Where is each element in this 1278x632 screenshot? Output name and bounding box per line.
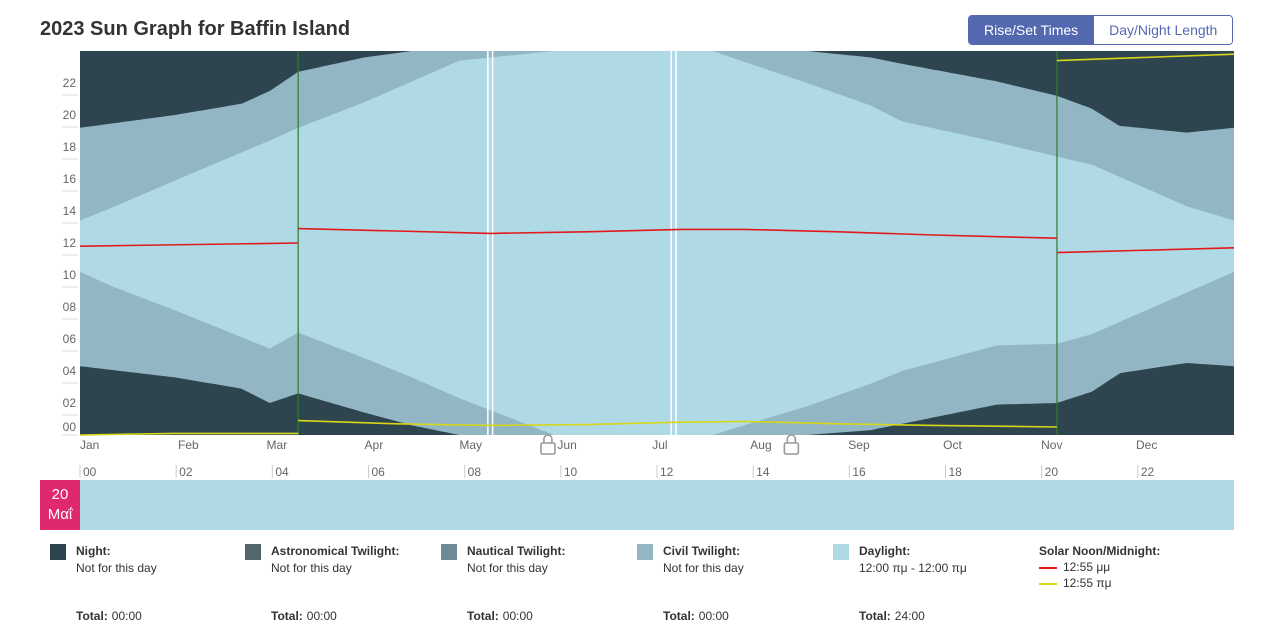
legend-value-daylight: 12:00 πμ - 12:00 πμ — [859, 561, 967, 575]
legend-total-astro: Total: 00:00 — [271, 609, 337, 623]
hour-tick-label-20: 20 — [1045, 465, 1059, 479]
solar-noon-swatch — [1039, 566, 1057, 569]
legend-name-nautical: Nautical Twilight: — [467, 544, 566, 558]
solar-noon-line-2 — [298, 227, 1057, 239]
legend-total-night: Total: 00:00 — [76, 609, 142, 623]
solar-noon-line-3 — [1056, 247, 1235, 254]
y-tick-label-02: 02 — [63, 396, 77, 410]
rise-set-times-button[interactable]: Rise/Set Times — [969, 16, 1094, 44]
y-tick-label-00: 00 — [63, 420, 77, 434]
hour-tick-label-00: 00 — [83, 465, 97, 479]
solar-noon-row: 12:55 μμ — [1039, 560, 1110, 574]
month-label-jun: Jun — [557, 438, 576, 452]
solar-noon-line-1 — [79, 242, 299, 247]
legend-value-astro: Not for this day — [271, 561, 352, 575]
legend-swatch-astro — [245, 544, 261, 560]
y-tick-label-04: 04 — [63, 364, 77, 378]
y-tick-label-06: 06 — [63, 332, 77, 346]
hour-tick-label-14: 14 — [756, 465, 770, 479]
y-tick-label-12: 12 — [63, 236, 77, 250]
hour-tick-label-04: 04 — [275, 465, 289, 479]
month-label-apr: Apr — [365, 438, 384, 452]
lock-icon-shackle-2 — [786, 434, 797, 443]
page-title: 2023 Sun Graph for Baffin Island — [40, 18, 351, 40]
month-label-mar: Mar — [267, 438, 288, 452]
lock-icon-1 — [540, 442, 556, 455]
lock-icon-2 — [783, 442, 800, 455]
month-label-feb: Feb — [178, 438, 199, 452]
solar-midnight-line-1 — [79, 432, 299, 436]
legend-swatch-nautical — [441, 544, 457, 560]
hour-tick-label-10: 10 — [564, 465, 578, 479]
legend-name-night: Night: — [76, 544, 111, 558]
solar-legend-title: Solar Noon/Midnight: — [1039, 544, 1161, 558]
y-tick-label-10: 10 — [63, 268, 77, 282]
solar-midnight-row: 12:55 πμ — [1039, 576, 1112, 590]
day-night-length-button[interactable]: Day/Night Length — [1093, 16, 1233, 44]
y-tick-label-18: 18 — [63, 140, 77, 154]
solar-midnight-line-3 — [1056, 53, 1235, 62]
hour-tick-label-06: 06 — [372, 465, 386, 479]
month-label-jul: Jul — [652, 438, 667, 452]
selected-day: 20 — [51, 486, 69, 503]
legend-name-astro: Astronomical Twilight: — [271, 544, 400, 558]
hour-tick-label-18: 18 — [949, 465, 963, 479]
y-tick-label-16: 16 — [63, 172, 77, 186]
legend-swatch-night — [50, 544, 66, 560]
legend-value-nautical: Not for this day — [467, 561, 548, 575]
hour-tick-label-02: 02 — [179, 465, 193, 479]
legend-name-civil: Civil Twilight: — [663, 544, 741, 558]
y-tick-label-14: 14 — [63, 204, 77, 218]
hour-tick-label-22: 22 — [1141, 465, 1155, 479]
y-tick-label-22: 22 — [63, 76, 77, 90]
sun-graph-chart[interactable]: 00 02 04 06 08 10 12 14 16 18 20 22 Jan Feb Mar Apr May J… — [0, 0, 1278, 480]
hour-tick-label-08: 08 — [468, 465, 482, 479]
month-label-nov: Nov — [1041, 438, 1062, 452]
month-label-oct: Oct — [943, 438, 962, 452]
solar-midnight-line-2 — [298, 419, 1057, 428]
legend-swatch-daylight — [833, 544, 849, 560]
month-label-sep: Sep — [848, 438, 870, 452]
view-toggle: Rise/Set Times Day/Night Length — [968, 15, 1234, 45]
legend-total-nautical: Total: 00:00 — [467, 609, 533, 623]
legend-value-night: Not for this day — [76, 561, 157, 575]
month-label-may: May — [459, 438, 482, 452]
hour-tick-label-16: 16 — [852, 465, 866, 479]
month-label-dec: Dec — [1136, 438, 1157, 452]
y-tick-label-20: 20 — [63, 108, 77, 122]
hour-tick-label-12: 12 — [660, 465, 674, 479]
month-label-aug: Aug — [750, 438, 771, 452]
solar-noon-time: 12:55 μμ — [1063, 560, 1111, 574]
legend-swatch-civil — [637, 544, 653, 560]
legend-total-civil: Total: 00:00 — [663, 609, 729, 623]
month-label-jan: Jan — [80, 438, 99, 452]
day-timeline-strip — [80, 480, 1234, 530]
lock-icon-shackle-1 — [543, 434, 553, 443]
selected-month: Μαΐ — [47, 506, 73, 523]
legend-value-civil: Not for this day — [663, 561, 744, 575]
solar-midnight-swatch — [1039, 582, 1057, 585]
y-tick-label-08: 08 — [63, 300, 77, 314]
solar-midnight-time: 12:55 πμ — [1063, 576, 1112, 590]
selected-date-badge: 20 Μαΐ — [40, 480, 80, 530]
daylight-area — [80, 51, 1234, 435]
legend-name-daylight: Daylight: — [859, 544, 911, 558]
legend-total-daylight: Total: 24:00 — [859, 609, 925, 623]
